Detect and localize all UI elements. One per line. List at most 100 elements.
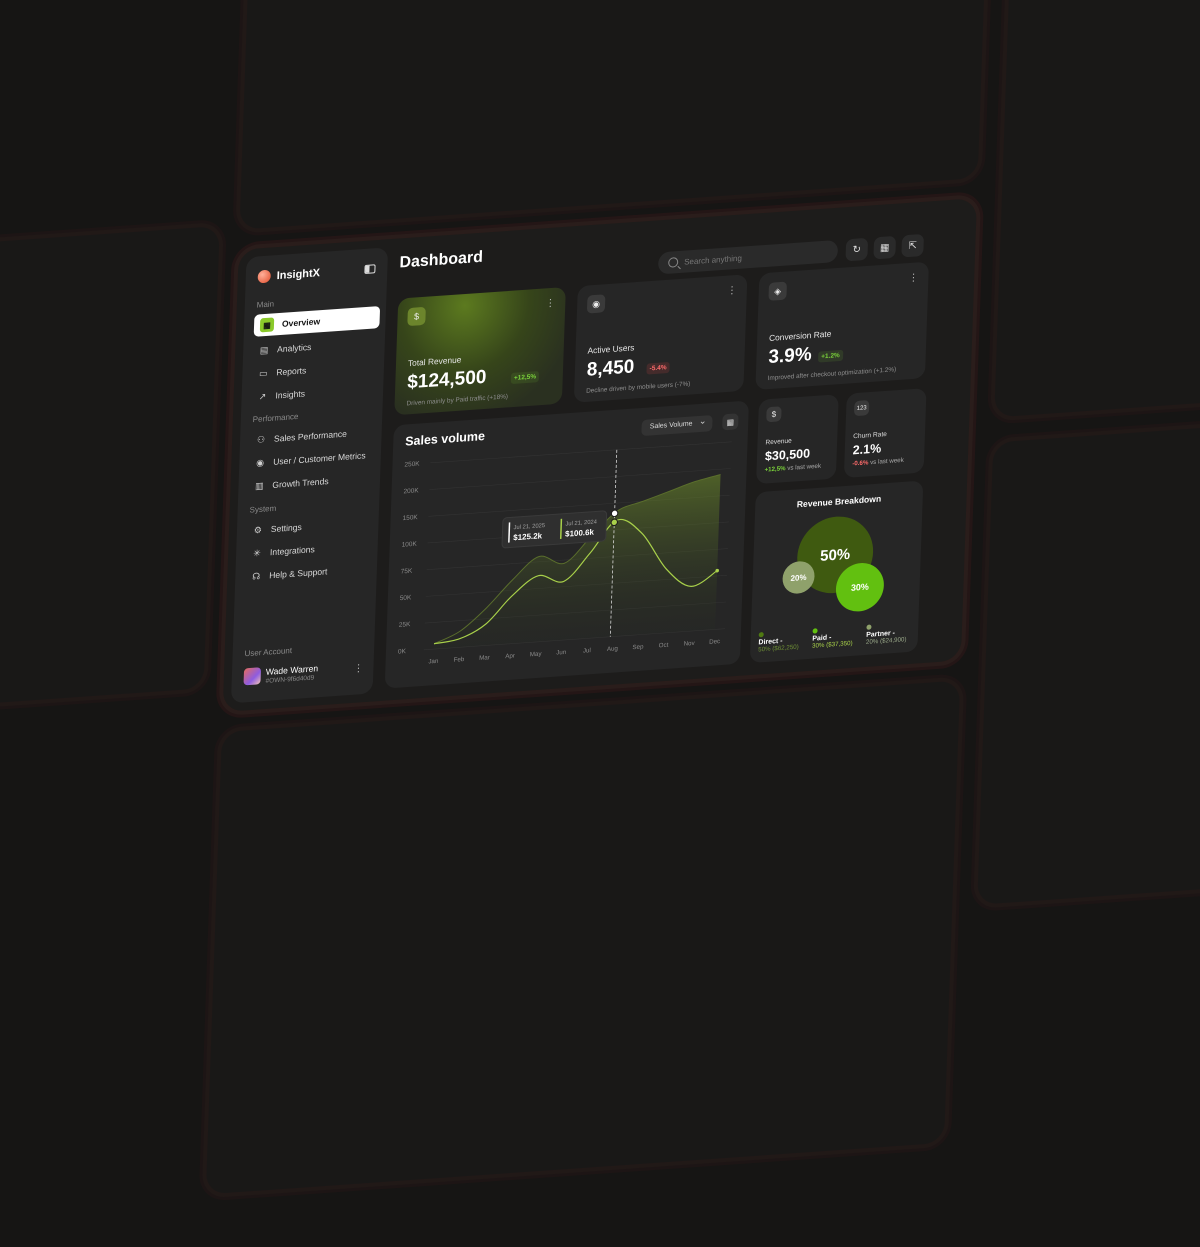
- chart-card-icon: 123: [853, 400, 870, 417]
- refresh-button[interactable]: ↻: [845, 237, 869, 262]
- more-vertical-icon[interactable]: ⋮: [545, 297, 556, 310]
- sidebar-item-label: Analytics: [276, 341, 312, 355]
- legend-value: 50% ($62,250): [758, 643, 799, 654]
- dashboard-ghost-left: [0, 225, 220, 740]
- y-tick-label: 250K: [404, 461, 420, 469]
- tooltip-date: Jul 21, 2024: [565, 519, 597, 527]
- kpi-value: 3.9%: [768, 343, 812, 369]
- x-tick-label: Aug: [607, 645, 619, 653]
- y-tick-label: 75K: [401, 568, 413, 576]
- kpi-label: Active Users: [587, 342, 635, 356]
- kpi-label: Conversion Rate: [768, 328, 832, 343]
- dashboard-main: InsightX Main ▦ Overview ▤ Analytics ▭ R…: [222, 198, 977, 712]
- sidebar-item-label: Sales Performance: [273, 428, 348, 444]
- sidebar-item-label: Reports: [276, 365, 307, 378]
- user-account[interactable]: Wade Warren #OWN-9f6d40d9 ⋮: [243, 658, 364, 690]
- mini-change: -0.6%: [852, 459, 869, 468]
- calendar-button[interactable]: ▦: [873, 235, 897, 260]
- search-icon: [668, 257, 679, 268]
- sales-volume-chart: 0K 25K 50K 75K 100K 150K 200K 250K Jan Feb Mar Apr M…: [398, 441, 732, 666]
- search-placeholder: Search anything: [684, 253, 743, 267]
- churn-rate-card: 123 Churn Rate 2.1% -0.6% vs last week: [843, 388, 927, 479]
- mini-suffix: vs last week: [870, 456, 904, 467]
- conversion-rate-card: ◈ ⋮ Conversion Rate 3.9% +1.2% Improved …: [755, 261, 930, 391]
- export-button[interactable]: ⇱: [901, 233, 924, 258]
- legend-dot: [758, 632, 764, 638]
- bubble-label: 20%: [790, 572, 807, 583]
- hover-line: [609, 449, 618, 637]
- analytics-icon: ▤: [259, 344, 269, 356]
- mini-suffix: vs last week: [787, 462, 822, 472]
- total-revenue-card: $ ⋮ Total Revenue $124,500 +12,5% Driven…: [394, 286, 566, 416]
- page-title: Dashboard: [399, 248, 484, 272]
- more-vertical-icon[interactable]: ⋮: [353, 663, 364, 675]
- kpi-note: Driven mainly by Paid traffic (+18%): [406, 393, 509, 408]
- tooltip-value: $100.6k: [565, 528, 595, 539]
- dashboard-ghost-top: [239, 0, 994, 230]
- sidebar-item-label: Settings: [270, 521, 302, 535]
- mini-change: +12,5%: [764, 465, 786, 474]
- x-tick-label: Jul: [583, 647, 591, 655]
- sidebar-item-label: Integrations: [269, 544, 316, 558]
- x-tick-label: Mar: [479, 654, 490, 662]
- x-tick-label: Sep: [632, 643, 644, 651]
- series-line-2025: [433, 474, 721, 645]
- series-area: [433, 474, 721, 650]
- sidebar-item-label: User / Customer Metrics: [273, 450, 366, 467]
- legend-value: 20% ($24,900): [865, 636, 907, 646]
- tooltip-marker: [508, 522, 511, 543]
- section-label-main: Main: [256, 299, 275, 310]
- sidebar-item-label: Growth Trends: [272, 475, 329, 490]
- section-label-performance: Performance: [252, 411, 299, 425]
- x-tick-label: Nov: [684, 640, 696, 648]
- user-icon: ◉: [586, 294, 606, 314]
- kpi-change-badge: -5.4%: [646, 361, 670, 375]
- sidebar: InsightX Main ▦ Overview ▤ Analytics ▭ R…: [230, 247, 389, 704]
- kpi-note: Decline driven by mobile users (-7%): [586, 380, 691, 395]
- sidebar-item-label: Help & Support: [269, 566, 328, 581]
- y-tick-label: 50K: [400, 594, 412, 602]
- trend-icon: ↗: [258, 390, 267, 402]
- x-tick-label: Apr: [505, 652, 515, 660]
- mini-value: $30,500: [764, 446, 811, 464]
- kpi-note: Improved after checkout optimization (+1…: [767, 366, 897, 383]
- grid-line: [429, 468, 731, 490]
- tooltip-marker: [559, 518, 563, 540]
- refresh-icon: ↻: [852, 243, 862, 256]
- section-label-system: System: [249, 503, 277, 515]
- mini-label: Revenue: [765, 437, 792, 447]
- gear-icon: ⚙: [253, 524, 263, 535]
- more-vertical-icon[interactable]: ⋮: [908, 272, 919, 285]
- dollar-icon: $: [407, 306, 426, 327]
- legend-dot: [812, 628, 818, 634]
- breakdown-title: Revenue Breakdown: [796, 493, 882, 510]
- revenue-mini-card: $ Revenue $30,500 +12,5% vs last week: [756, 394, 839, 485]
- legend-dot: [866, 624, 872, 630]
- calendar-icon: ▦: [879, 241, 890, 254]
- legend-direct: Direct - 50% ($62,250): [758, 630, 799, 654]
- sidebar-toggle-icon[interactable]: [364, 264, 376, 275]
- kpi-value: $124,500: [406, 366, 487, 394]
- integrations-icon: ✳: [253, 547, 262, 558]
- dashboard-ghost-right: [994, 0, 1200, 418]
- hover-point-2025: [610, 509, 619, 518]
- sidebar-item-label: Insights: [275, 388, 306, 401]
- user-icon: ◉: [256, 456, 265, 468]
- chart-tooltip: Jul 21, 2025$125.2k Jul 21, 2024$100.6k: [501, 510, 608, 549]
- mini-value: 2.1%: [852, 441, 882, 458]
- dashboard-ghost-bottom: [205, 680, 961, 1195]
- x-tick-label: Oct: [659, 642, 669, 650]
- y-tick-label: 200K: [403, 487, 419, 495]
- x-tick-label: Jan: [428, 658, 439, 666]
- x-tick-label: May: [530, 651, 543, 659]
- tag-icon: ◈: [768, 281, 787, 301]
- bubble-label: 30%: [850, 581, 870, 593]
- tooltip-box: [501, 510, 608, 549]
- more-vertical-icon[interactable]: ⋮: [726, 285, 738, 297]
- bubble-partner: 20%: [782, 560, 816, 595]
- kpi-change-badge: +1.2%: [818, 349, 843, 363]
- sales-volume-card: Sales volume Sales Volume ▦ 0K25K50K75K1…: [384, 400, 750, 689]
- tooltip-value: $125.2k: [513, 531, 543, 542]
- kpi-value: 8,450: [586, 356, 635, 381]
- legend-value: 30% ($37,350): [811, 639, 853, 650]
